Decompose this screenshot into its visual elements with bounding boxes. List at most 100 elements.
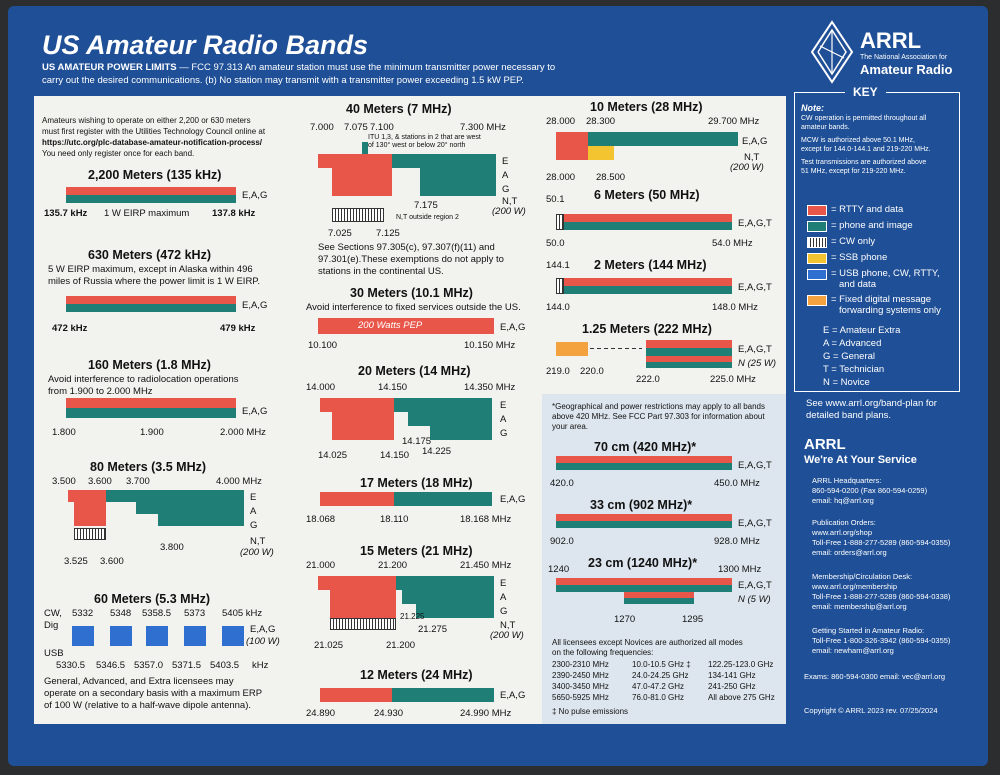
band-10-novice-tech: N,T xyxy=(744,152,760,163)
band-20-rtty-e xyxy=(320,398,394,412)
band-630-rtty-bar xyxy=(66,296,236,304)
band-15-freq-21225: 21.225 xyxy=(400,612,425,621)
key-swatch-ssb xyxy=(807,253,827,264)
band-6-title: 6 Meters (50 MHz) xyxy=(594,188,700,202)
microwave-c3-r2: 134-141 GHz xyxy=(708,671,756,680)
band-23cm-freq-1270: 1270 xyxy=(614,614,636,625)
band-20-freq-14175: 14.175 xyxy=(402,436,432,447)
band-40-note-2: 97.301(e).These exemptions do not apply … xyxy=(318,254,504,265)
power-limits-line1: US AMATEUR POWER LIMITS — FCC 97.313 An … xyxy=(42,62,555,73)
band-60-ch2-bot: 5346.5 xyxy=(96,660,126,671)
band-12-title: 12 Meters (24 MHz) xyxy=(360,668,473,682)
key-label-phone: = phone and image xyxy=(831,220,913,231)
band-70cm-phone-bar xyxy=(556,463,732,470)
band-20-title: 20 Meters (14 MHz) xyxy=(358,364,471,378)
band-80-cw-novice xyxy=(74,528,106,540)
hq-heading: ARRL Headquarters: xyxy=(812,476,882,485)
key-label-ssb: = SSB phone xyxy=(831,252,888,263)
service-title: ARRL xyxy=(804,436,846,453)
hq-email[interactable]: email: hq@arrl.org xyxy=(812,496,874,505)
band-80-phone-a xyxy=(136,502,244,514)
key-label-usb-2: and data xyxy=(839,279,876,290)
band-80-phone-g xyxy=(158,514,244,526)
band-33cm-title: 33 cm (902 MHz)* xyxy=(590,498,693,512)
microwave-c2-r3: 47.0-47.2 GHz xyxy=(632,682,685,691)
band-125-gap-dashes xyxy=(590,348,642,349)
band-15-freq-21200: 21.200 xyxy=(378,560,408,571)
power-limits-line2: carry out the desired communications. (b… xyxy=(42,75,524,86)
orders-url[interactable]: www.arrl.org/shop xyxy=(812,528,873,537)
band-23cm-novice-power: N (5 W) xyxy=(738,594,771,605)
band-30-privileges: E,A,G xyxy=(500,322,526,333)
band-15-phone-a xyxy=(402,590,494,604)
band-160-title: 160 Meters (1.8 MHz) xyxy=(88,358,211,372)
band-60-channel-2 xyxy=(110,626,132,646)
band-40-freq-7075: 7.075 xyxy=(344,122,368,133)
band-17-mid: 18.110 xyxy=(380,514,409,525)
band-80-title: 80 Meters (3.5 MHz) xyxy=(90,460,207,474)
service-subtitle: We're At Your Service xyxy=(804,454,917,466)
band-30-low: 10.100 xyxy=(308,340,338,351)
right-panel: 10 Meters (28 MHz) 28.000 28.300 29.700 … xyxy=(542,96,786,724)
band-23cm-novice-rtty xyxy=(624,592,694,598)
hq-phone: 860-594-0200 (Fax 860-594-0259) xyxy=(812,486,928,495)
band-60-ch5-bot: 5403.5 xyxy=(210,660,240,671)
getting-started-email[interactable]: email: newham@arrl.org xyxy=(812,646,894,655)
microwave-note-2: on the following frequencies: xyxy=(552,648,654,657)
band-60-unit: kHz xyxy=(252,660,269,671)
band-10-title: 10 Meters (28 MHz) xyxy=(590,100,703,114)
band-12-phone-bar xyxy=(392,688,494,702)
band-60-dig-label: Dig xyxy=(44,620,59,631)
band-12-low: 24.890 xyxy=(306,708,336,719)
band-60-channel-4 xyxy=(184,626,206,646)
band-2-high: 148.0 MHz xyxy=(712,302,758,313)
band-60-ch3-bot: 5357.0 xyxy=(134,660,164,671)
band-630-high: 479 kHz xyxy=(220,323,256,334)
band-15-freq-21200b: 21.200 xyxy=(386,640,416,651)
band-125-title: 1.25 Meters (222 MHz) xyxy=(582,322,712,336)
band-40-itu-note-2: of 130° west or below 20° north xyxy=(368,142,466,149)
band-125-novice-phone xyxy=(646,362,732,368)
band-33cm-rtty-bar xyxy=(556,514,732,521)
band-17-title: 17 Meters (18 MHz) xyxy=(360,476,473,490)
band-17-low: 18.068 xyxy=(306,514,336,525)
band-125-novice-rtty xyxy=(646,356,732,362)
band-70cm-rtty-bar xyxy=(556,456,732,463)
band-160-freq-2: 1.900 xyxy=(140,427,164,438)
band-2200-privileges: E,A,G xyxy=(242,190,268,201)
key-label-cw: = CW only xyxy=(831,236,876,247)
band-125-freq-219: 219.0 xyxy=(546,366,570,377)
band-30-rtty-bar xyxy=(318,318,494,334)
band-6-freq-50-1: 50.1 xyxy=(546,194,565,205)
band-10-rtty-bar xyxy=(556,132,588,146)
band-2-phone-bar xyxy=(564,286,732,294)
band-40-rtty-a xyxy=(332,168,392,182)
key-swatch-usb xyxy=(807,269,827,280)
band-2200-title: 2,200 Meters (135 kHz) xyxy=(88,168,222,182)
band-15-advanced: A xyxy=(500,592,507,603)
membership-email[interactable]: email: membership@arrl.org xyxy=(812,602,907,611)
power-limits-text: — FCC 97.313 An amateur station must use… xyxy=(176,62,556,73)
band-80-extra: E xyxy=(250,492,257,503)
band-20-rtty-g xyxy=(332,426,394,440)
band-60-ch1-top: 5332 xyxy=(72,608,94,619)
band-2-rtty-bar xyxy=(564,278,732,286)
band-60-channel-5 xyxy=(222,626,244,646)
band-60-ch4-bot: 5371.5 xyxy=(172,660,202,671)
band-60-note-1: General, Advanced, and Extra licensees m… xyxy=(44,676,234,687)
band-2200-note: 1 W EIRP maximum xyxy=(104,208,190,219)
band-10-freq-28000: 28.000 xyxy=(546,116,576,127)
band-plan-link-1[interactable]: See www.arrl.org/band-plan for xyxy=(806,398,937,409)
band-80-rtty-g xyxy=(74,514,106,526)
microwave-c3-r3: 241-250 GHz xyxy=(708,682,756,691)
band-40-note-1: See Sections 97.305(c), 97.307(f)(11) an… xyxy=(318,242,495,253)
band-15-general: G xyxy=(500,606,508,617)
key-label-usb: = USB phone, CW, RTTY, xyxy=(831,268,940,279)
band-125-freq-222: 222.0 xyxy=(636,374,660,385)
membership-url[interactable]: www.arrl.org/membership xyxy=(812,582,898,591)
orders-email[interactable]: email: orders@arrl.org xyxy=(812,548,887,557)
band-2200-low: 135.7 kHz xyxy=(44,208,88,219)
band-23cm-privileges: E,A,G,T xyxy=(738,580,772,591)
band-160-note-2: from 1.900 to 2.000 MHz xyxy=(48,386,153,397)
band-70cm-low: 420.0 xyxy=(550,478,574,489)
